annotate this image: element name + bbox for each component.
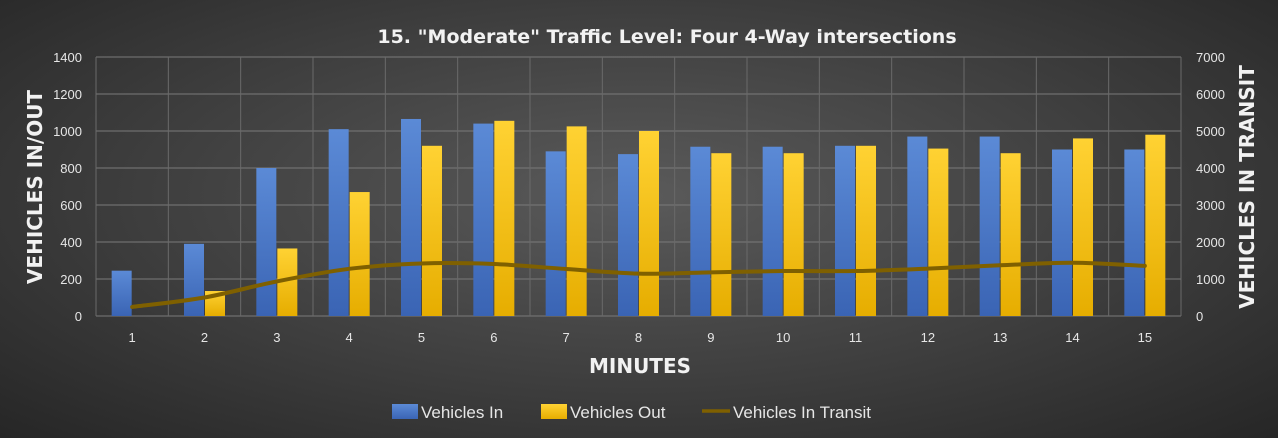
- x-tick-label: 6: [490, 330, 497, 345]
- legend-swatch-vehicles-in: [392, 404, 418, 419]
- x-tick-label: 14: [1065, 330, 1079, 345]
- x-tick-label: 15: [1138, 330, 1152, 345]
- y-axis-title: VEHICLES IN/OUT: [23, 90, 47, 284]
- legend: Vehicles In Vehicles Out Vehicles In Tra…: [392, 403, 871, 422]
- bar-vehicles-out: [566, 126, 587, 316]
- bar-vehicles-in: [835, 145, 855, 316]
- y-tick-label: 400: [60, 235, 82, 250]
- x-axis-title: MINUTES: [589, 354, 691, 378]
- y-tick-label: 0: [75, 309, 82, 324]
- x-tick-label: 13: [993, 330, 1007, 345]
- bar-vehicles-out: [277, 248, 298, 316]
- x-tick-label: 8: [635, 330, 642, 345]
- y2-tick-label: 2000: [1196, 235, 1225, 250]
- y2-axis-title: VEHICLES IN TRANSIT: [1235, 65, 1259, 309]
- x-tick-label: 11: [849, 330, 863, 345]
- y2-tick-label: 3000: [1196, 198, 1225, 213]
- y2-tick-label: 6000: [1196, 87, 1225, 102]
- bar-vehicles-in: [473, 123, 494, 316]
- right-axis-ticks: 0 1000 2000 3000 4000 5000 6000 7000: [1196, 50, 1225, 324]
- x-tick-label: 9: [707, 330, 714, 345]
- bar-vehicles-in: [1052, 149, 1072, 316]
- y2-tick-label: 7000: [1196, 50, 1225, 65]
- x-tick-label: 4: [346, 330, 353, 345]
- legend-label-vehicles-in: Vehicles In: [421, 403, 503, 422]
- bar-vehicles-out: [422, 145, 442, 316]
- y-tick-label: 1000: [53, 124, 82, 139]
- bar-vehicles-out: [1000, 153, 1021, 316]
- bar-vehicles-in: [256, 168, 277, 316]
- y-tick-label: 800: [60, 161, 82, 176]
- x-tick-label: 3: [273, 330, 280, 345]
- chart-title: 15. "Moderate" Traffic Level: Four 4-Way…: [377, 26, 956, 48]
- y2-tick-label: 5000: [1196, 124, 1225, 139]
- bars: [111, 118, 1166, 316]
- bar-vehicles-in: [1124, 149, 1145, 316]
- bar-vehicles-out: [783, 153, 804, 316]
- x-tick-label: 12: [921, 330, 935, 345]
- gridlines: [95, 56, 1182, 317]
- bar-vehicles-in: [184, 243, 204, 316]
- left-axis-ticks: 0 200 400 600 800 1000 1200 1400: [53, 50, 82, 324]
- y-tick-label: 1400: [53, 50, 82, 65]
- bar-vehicles-out: [1145, 134, 1166, 316]
- bar-vehicles-in: [762, 146, 783, 316]
- y2-tick-label: 0: [1196, 309, 1203, 324]
- bar-vehicles-in: [111, 270, 132, 316]
- x-tick-label: 1: [129, 330, 136, 345]
- y-tick-label: 200: [60, 272, 82, 287]
- bar-vehicles-in: [401, 118, 421, 316]
- x-tick-label: 10: [776, 330, 790, 345]
- bar-vehicles-in: [979, 136, 1000, 316]
- bar-vehicles-in: [545, 151, 566, 316]
- bar-vehicles-out: [856, 145, 876, 316]
- bar-vehicles-in: [907, 136, 928, 316]
- transit-line-layer: [130, 260, 1147, 309]
- bar-vehicles-out: [711, 153, 732, 316]
- y-tick-label: 1200: [53, 87, 82, 102]
- bar-vehicles-out: [349, 192, 370, 316]
- y-tick-label: 600: [60, 198, 82, 213]
- y2-tick-label: 1000: [1196, 272, 1225, 287]
- bar-vehicles-in: [328, 129, 349, 316]
- x-tick-label: 5: [418, 330, 425, 345]
- legend-swatch-vehicles-out: [541, 404, 567, 419]
- legend-label-vehicles-in-transit: Vehicles In Transit: [733, 403, 871, 422]
- x-tick-label: 2: [201, 330, 208, 345]
- bar-vehicles-out: [928, 148, 949, 316]
- x-axis-ticks: 1 2 3 4 5 6 7 8 9 10 11 12 13 14 15: [129, 330, 1153, 345]
- legend-label-vehicles-out: Vehicles Out: [570, 403, 666, 422]
- y2-tick-label: 4000: [1196, 161, 1225, 176]
- bar-vehicles-out: [1073, 138, 1093, 316]
- bar-vehicles-out: [494, 120, 515, 316]
- bar-vehicles-in: [690, 146, 711, 316]
- x-tick-label: 7: [563, 330, 570, 345]
- bar-vehicles-in: [618, 154, 638, 316]
- bar-vehicles-out: [639, 131, 659, 316]
